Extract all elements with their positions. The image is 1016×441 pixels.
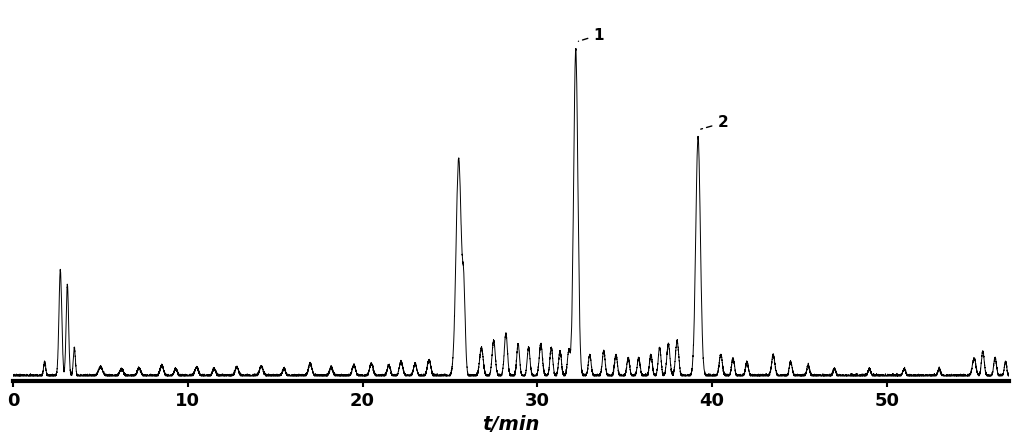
Text: 2: 2 bbox=[701, 116, 728, 131]
Text: 1: 1 bbox=[578, 27, 604, 42]
X-axis label: t/min: t/min bbox=[483, 415, 539, 434]
